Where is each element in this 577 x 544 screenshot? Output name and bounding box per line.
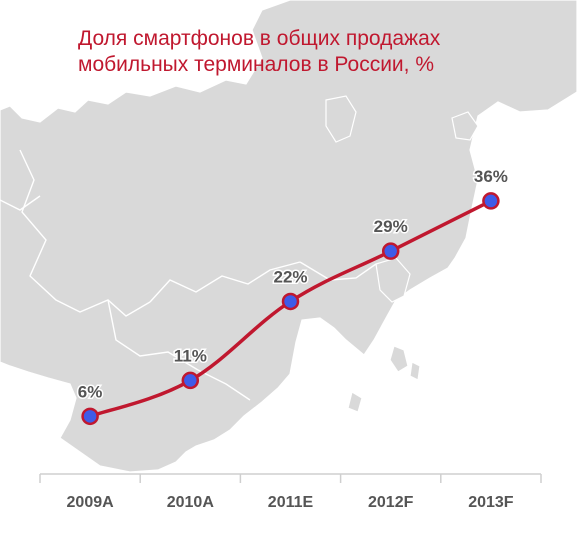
- data-point: [281, 292, 300, 311]
- data-point: [181, 371, 200, 390]
- chart-title-line-1: Доля смартфонов в общих продажах: [78, 27, 441, 50]
- map-island-1: [325, 95, 357, 143]
- map-island-4: [409, 361, 421, 381]
- x-axis: 2009A 2010A 2011E 2012F 2013F: [39, 473, 542, 511]
- data-label: 29%: [374, 217, 408, 236]
- data-label: 22%: [273, 267, 307, 286]
- x-tick-label: 2011E: [268, 494, 314, 511]
- data-label: 6%: [78, 382, 103, 401]
- data-point: [381, 242, 400, 260]
- map-island-3: [389, 345, 409, 373]
- data-label: 36%: [474, 167, 508, 186]
- data-label: 11%: [174, 346, 207, 365]
- chart-title: Доля смартфонов в общих продажах мобильн…: [78, 26, 538, 78]
- map-borders: [0, 149, 377, 401]
- map-island-5: [347, 391, 363, 413]
- map-landmass-main: [0, 0, 577, 473]
- map-island-2: [451, 111, 479, 141]
- chart-title-line-2: мобильных терминалов в России, %: [78, 53, 434, 76]
- x-tick-label: 2009A: [67, 494, 115, 511]
- x-tick-label: 2012F: [368, 494, 414, 511]
- data-point: [482, 192, 500, 210]
- data-point: [81, 407, 99, 426]
- background-map: [0, 0, 577, 473]
- x-tick-label: 2013F: [468, 494, 514, 511]
- x-tick-label: 2010A: [167, 494, 215, 511]
